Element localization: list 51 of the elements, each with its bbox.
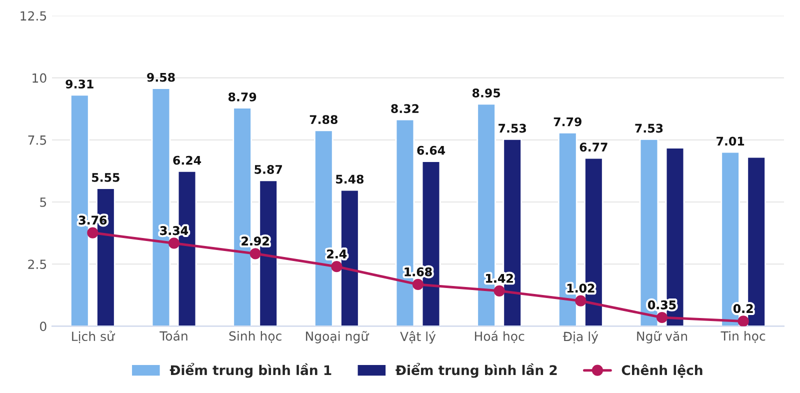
- point: [575, 295, 586, 306]
- y-tick-label: 12.5: [20, 11, 46, 21]
- data-label: 5.48: [336, 174, 364, 184]
- y-tick-label: 2.5: [28, 260, 46, 270]
- legend-label: Điểm trung bình lần 1: [170, 362, 332, 378]
- data-label: 8.95: [472, 88, 500, 98]
- data-label: 1.02: [567, 284, 594, 293]
- data-label: 8.79: [228, 92, 256, 102]
- data-label: 6.64: [417, 146, 446, 155]
- data-label: 9.58: [147, 72, 175, 82]
- legend-label: Chênh lệch: [622, 364, 702, 378]
- x-tick-label: Sinh học: [229, 331, 282, 343]
- data-label: 8.32: [391, 104, 419, 114]
- point: [168, 238, 180, 249]
- y-tick-label: 7.5: [28, 136, 46, 145]
- data-label: 2.92: [242, 236, 269, 246]
- data-label: 7.53: [635, 124, 663, 133]
- data-label: 7.01: [716, 136, 744, 146]
- data-label: 5.87: [254, 165, 282, 174]
- x-tick-label: Hoá học: [474, 330, 524, 344]
- y-tick-label: 0: [40, 322, 46, 332]
- y-tick-label: 5: [40, 198, 46, 207]
- data-label: 5.55: [92, 173, 120, 182]
- x-tick-label: Ngữ văn: [637, 331, 688, 344]
- data-label: 3.34: [160, 226, 188, 236]
- x-tick-label: Lịch sử: [72, 330, 116, 344]
- data-label: 1.68: [404, 267, 432, 276]
- data-label: 9.31: [66, 80, 94, 88]
- point: [656, 312, 668, 324]
- point: [250, 248, 261, 260]
- point: [87, 227, 98, 238]
- x-tick-label: Ngoại ngữ: [306, 331, 370, 344]
- point: [331, 261, 342, 272]
- point: [738, 316, 749, 326]
- data-label: 1.42: [486, 274, 513, 283]
- x-tick-label: Địa lý: [562, 331, 598, 344]
- data-label: 7.53: [498, 124, 526, 133]
- data-label: 3.76: [78, 216, 107, 225]
- y-tick-label: 10: [32, 73, 46, 83]
- data-label: 6.77: [580, 142, 608, 152]
- data-label: 7.79: [554, 117, 582, 126]
- x-tick-label: Vật lý: [400, 331, 436, 344]
- data-label: 7.88: [310, 115, 338, 124]
- data-label: 0.2: [733, 304, 753, 314]
- legend-label: Điểm trung bình lần 2: [396, 362, 557, 378]
- x-tick-label: Toán: [160, 330, 188, 341]
- point: [494, 285, 505, 296]
- data-label: 6.24: [173, 156, 202, 165]
- point: [412, 278, 424, 290]
- data-label: 0.35: [648, 300, 676, 310]
- x-tick-label: Tin học: [720, 331, 766, 343]
